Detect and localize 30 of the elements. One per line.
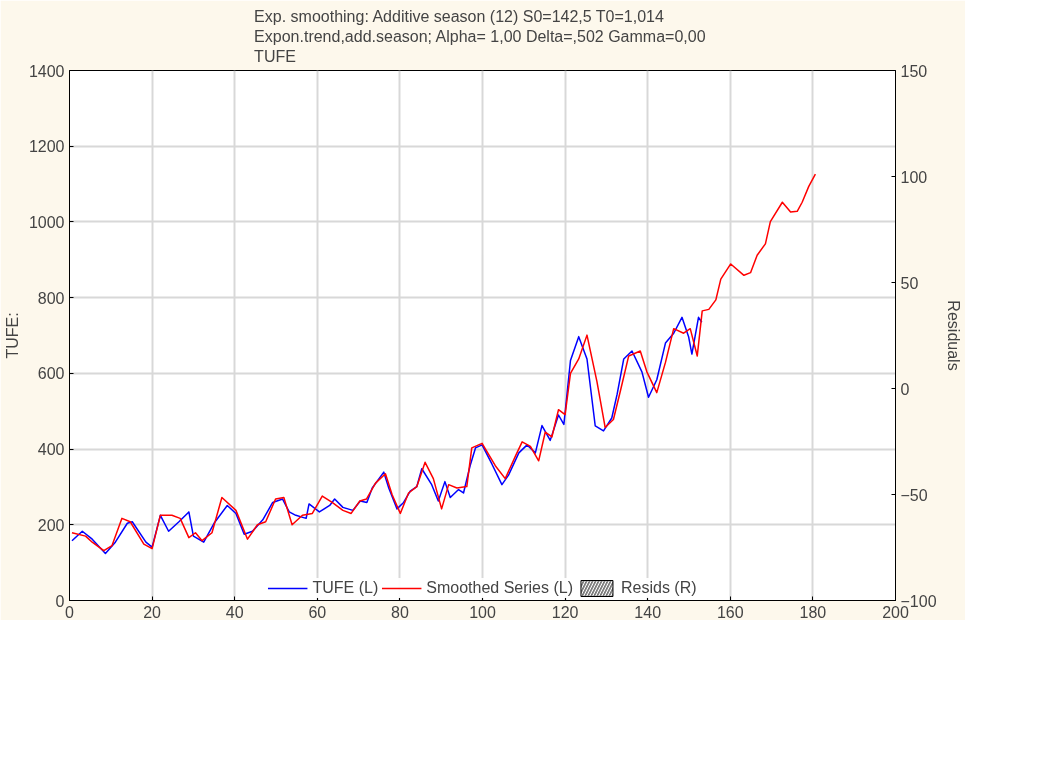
y2-tick-label: 100 <box>900 168 928 186</box>
chart-title: Exp. smoothing: Additive season (12) S0=142,5 T0=1,014 Expon.trend,add.season; Alpha= 1,00 Delta=,502 Gamma=0,00 TUFE <box>254 7 706 66</box>
line-series <box>71 173 817 552</box>
line-series <box>71 316 703 555</box>
y2-tick-label: 50 <box>900 274 919 292</box>
x-tick-label: 20 <box>143 603 162 621</box>
x-tick-label: 80 <box>391 603 409 621</box>
legend-label: Smoothed Series (L) <box>426 579 573 597</box>
y-tick-label: 600 <box>37 365 65 383</box>
y2-tick-label: −50 <box>900 486 928 504</box>
y-axis-title: TUFE: <box>3 312 21 359</box>
x-tick-label: 180 <box>799 603 827 621</box>
y2-tick-label: 150 <box>900 62 928 80</box>
y-tick-label: 800 <box>37 289 65 307</box>
x-tick-label: 100 <box>469 603 496 621</box>
y2-axis-title: Residuals <box>944 300 962 371</box>
y2-tick-label: 0 <box>900 380 910 398</box>
y-tick-label: 400 <box>37 441 65 459</box>
y-tick-label: 1000 <box>28 213 65 231</box>
x-tick-label: 120 <box>551 603 579 621</box>
y-tick-label: 1200 <box>28 138 65 156</box>
y-tick-label: 200 <box>37 516 65 534</box>
x-tick-label: 60 <box>308 603 327 621</box>
y-tick-label: 0 <box>55 592 65 610</box>
legend-label: Resids (R) <box>620 579 697 597</box>
x-tick-label: 140 <box>634 603 662 621</box>
legend-label: TUFE (L) <box>312 579 379 597</box>
x-tick-label: 160 <box>716 603 744 621</box>
y-tick-label: 1400 <box>28 62 65 80</box>
x-tick-label: 40 <box>225 603 244 621</box>
